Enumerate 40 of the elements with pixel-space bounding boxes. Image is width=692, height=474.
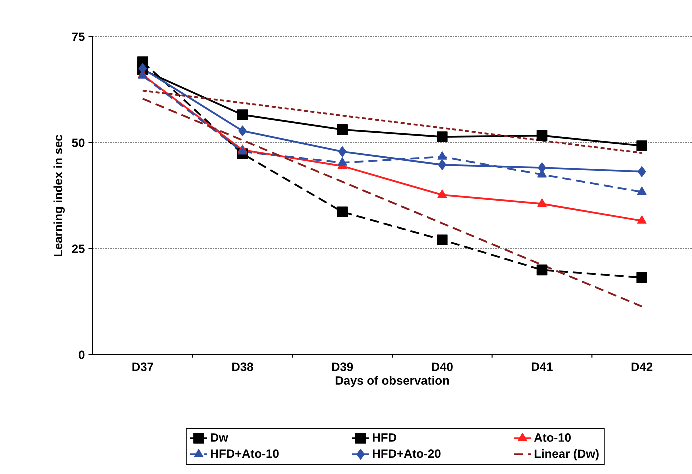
y-tick-label: 50	[72, 138, 85, 148]
x-tick-label: D38	[232, 362, 254, 372]
point	[437, 234, 448, 246]
point	[538, 198, 547, 207]
y-tick-label: 25	[72, 244, 85, 254]
y-tick-label: 75	[72, 32, 85, 42]
legend-label: HFD	[373, 434, 396, 442]
point	[338, 146, 347, 158]
point	[536, 130, 548, 142]
legend-label: HFD+Ato-20	[373, 450, 441, 458]
legend-label: HFD+Ato-10	[211, 450, 279, 458]
y-tick-label: 0	[79, 350, 85, 360]
point	[238, 126, 247, 137]
line-series	[142, 98, 643, 308]
point	[237, 110, 248, 120]
point	[338, 158, 348, 166]
point	[538, 162, 546, 174]
point	[636, 140, 648, 152]
point	[638, 166, 646, 178]
point	[636, 272, 648, 284]
x-tick-label: D37	[132, 362, 154, 372]
x-axis-title: Days of observation	[336, 376, 450, 388]
legend-label: Dw	[211, 434, 228, 442]
point	[637, 216, 647, 224]
y-axis-title: Learning index in sec	[54, 135, 65, 257]
point	[337, 124, 348, 136]
line-series	[142, 90, 643, 154]
point	[637, 186, 647, 196]
x-tick-label: D42	[632, 362, 653, 372]
point	[437, 132, 448, 142]
point	[438, 152, 448, 160]
x-tick-label: D39	[332, 362, 354, 372]
point	[438, 190, 448, 198]
x-tick-label: D41	[532, 362, 553, 372]
point	[536, 264, 548, 276]
point	[438, 160, 447, 170]
x-tick-label: D40	[432, 362, 453, 372]
legend-label: Ato-10	[534, 434, 571, 442]
point	[337, 206, 348, 218]
legend-label: Linear (Dw)	[534, 449, 599, 461]
